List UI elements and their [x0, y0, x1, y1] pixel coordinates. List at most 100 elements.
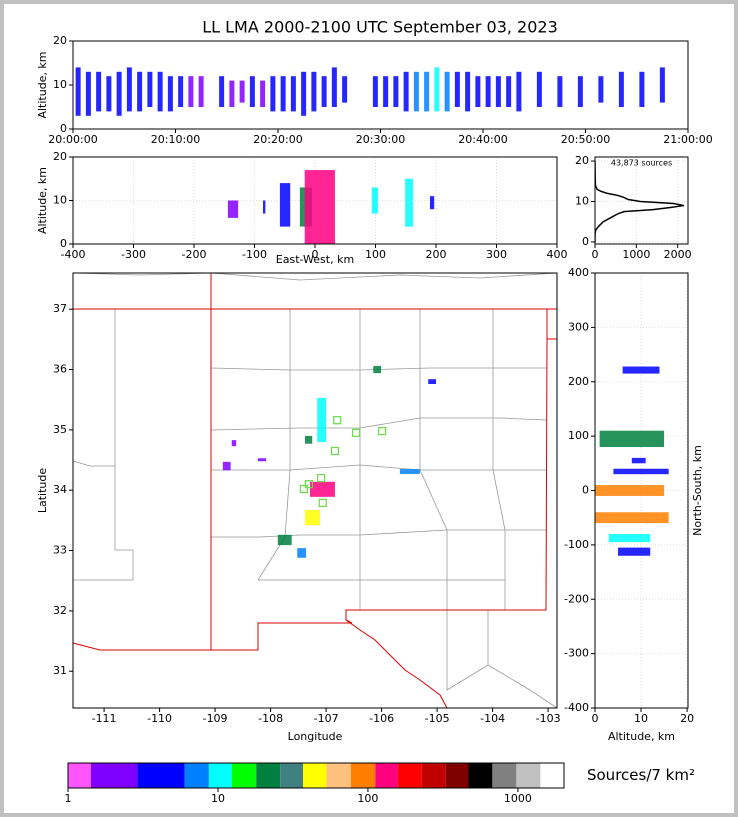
source-cluster: [608, 534, 651, 543]
x-tick-label: -105: [425, 712, 450, 725]
station: [318, 498, 327, 507]
source-cluster: [279, 183, 291, 227]
colorbar-segment: [375, 763, 398, 788]
x-tick-label: 300: [486, 248, 507, 261]
station: [378, 426, 387, 436]
source-column: [506, 76, 512, 107]
panel: 0 10 20 -400 -300 -200 -100 0 100 200 300 400 Altitu…: [564, 266, 704, 743]
source-column: [444, 71, 450, 112]
source-cluster: [305, 510, 320, 526]
colorbar-segment: [137, 763, 185, 788]
colorbar-segment: [231, 763, 257, 788]
source-cluster: [317, 397, 327, 442]
source-column: [219, 76, 225, 107]
station: [304, 480, 313, 489]
x-tick-label: 2000: [664, 248, 692, 261]
x-tick-label: -100: [242, 248, 267, 261]
source-column: [321, 76, 327, 107]
y-tick-label: 31: [53, 664, 67, 677]
source-column: [495, 76, 501, 107]
source-column: [618, 71, 624, 107]
x-tick-label: -106: [369, 712, 394, 725]
source-column: [434, 67, 440, 112]
x-tick-label: -104: [480, 712, 505, 725]
y-axis-label: Latitude: [36, 468, 49, 514]
marks: [227, 170, 435, 244]
x-tick-label: -110: [147, 712, 172, 725]
y-tick-label: 0: [60, 237, 67, 250]
panel: -111 -110 -109 -108 -107 -106 -105 -104 -103 31 32…: [36, 272, 561, 743]
source-column: [229, 80, 235, 107]
y-tick-label: 300: [568, 320, 589, 333]
x-tick-label: 20:20:00: [253, 133, 302, 146]
y-tick-label: 20: [53, 150, 67, 163]
source-column: [465, 71, 471, 112]
x-tick-label: -103: [536, 712, 561, 725]
y-tick-label: 0: [582, 484, 589, 497]
source-column: [178, 76, 184, 107]
source-column: [311, 71, 317, 112]
colorbar-segment: [90, 763, 138, 788]
colorbar-segment: [540, 763, 564, 788]
source-column: [516, 71, 522, 112]
y-tick-label: 10: [575, 195, 589, 208]
y-tick-label: 20: [53, 34, 67, 47]
x-tick-label: -109: [203, 712, 228, 725]
source-column: [147, 71, 153, 107]
y-tick-label: 34: [53, 483, 67, 496]
source-column: [75, 67, 81, 116]
colorbar-segment: [397, 763, 422, 788]
x-tick-label: -111: [92, 712, 117, 725]
source-column: [157, 71, 163, 112]
source-cluster: [613, 468, 669, 475]
x-tick-label: -107: [314, 712, 339, 725]
source-column: [659, 67, 665, 103]
colorbar-segment: [492, 763, 517, 788]
source-column: [198, 76, 204, 107]
y-tick-label: -300: [564, 647, 589, 660]
source-column: [639, 71, 645, 107]
source-cluster: [305, 435, 313, 444]
colorbar-segment: [350, 763, 376, 788]
x-tick-label: 400: [547, 248, 568, 261]
source-column: [372, 76, 378, 107]
x-axis-label: Longitude: [288, 730, 343, 743]
colorbar-segment: [68, 763, 91, 788]
station: [299, 484, 308, 494]
colorbar-segment: [421, 763, 446, 788]
y-tick-label: -100: [564, 538, 589, 551]
source-column: [577, 76, 583, 107]
colorbar-segment: [280, 763, 304, 788]
axes-frame: [72, 272, 558, 709]
source-column: [383, 76, 389, 107]
colorbar-segment: [516, 763, 541, 788]
source-column: [260, 80, 266, 107]
source-cluster: [231, 440, 237, 447]
y-tick-label: 35: [53, 423, 67, 436]
source-column: [270, 76, 276, 112]
source-column: [331, 67, 337, 107]
source-column: [475, 76, 481, 107]
axes-frame: [72, 156, 558, 245]
source-cluster: [399, 469, 420, 474]
x-tick-label: 20:30:00: [356, 133, 405, 146]
source-cluster: [277, 534, 292, 546]
source-cluster: [373, 365, 382, 374]
x-tick-label: 100: [365, 248, 386, 261]
x-axis-label: East-West, km: [276, 253, 354, 266]
y-tick-label: 20: [575, 154, 589, 167]
source-cluster: [428, 379, 436, 385]
source-column: [454, 71, 460, 107]
y-tick-label: 37: [53, 302, 67, 315]
y-tick-label: -200: [564, 592, 589, 605]
marks: [75, 67, 665, 116]
source-cluster: [310, 481, 335, 497]
x-tick-label: 20:00:00: [48, 133, 97, 146]
source-column: [413, 71, 419, 112]
station: [351, 428, 361, 437]
x-tick-label: 200: [426, 248, 447, 261]
profile-line: [595, 161, 685, 242]
x-tick-label: 0: [592, 712, 599, 725]
x-tick-label: -200: [182, 248, 207, 261]
